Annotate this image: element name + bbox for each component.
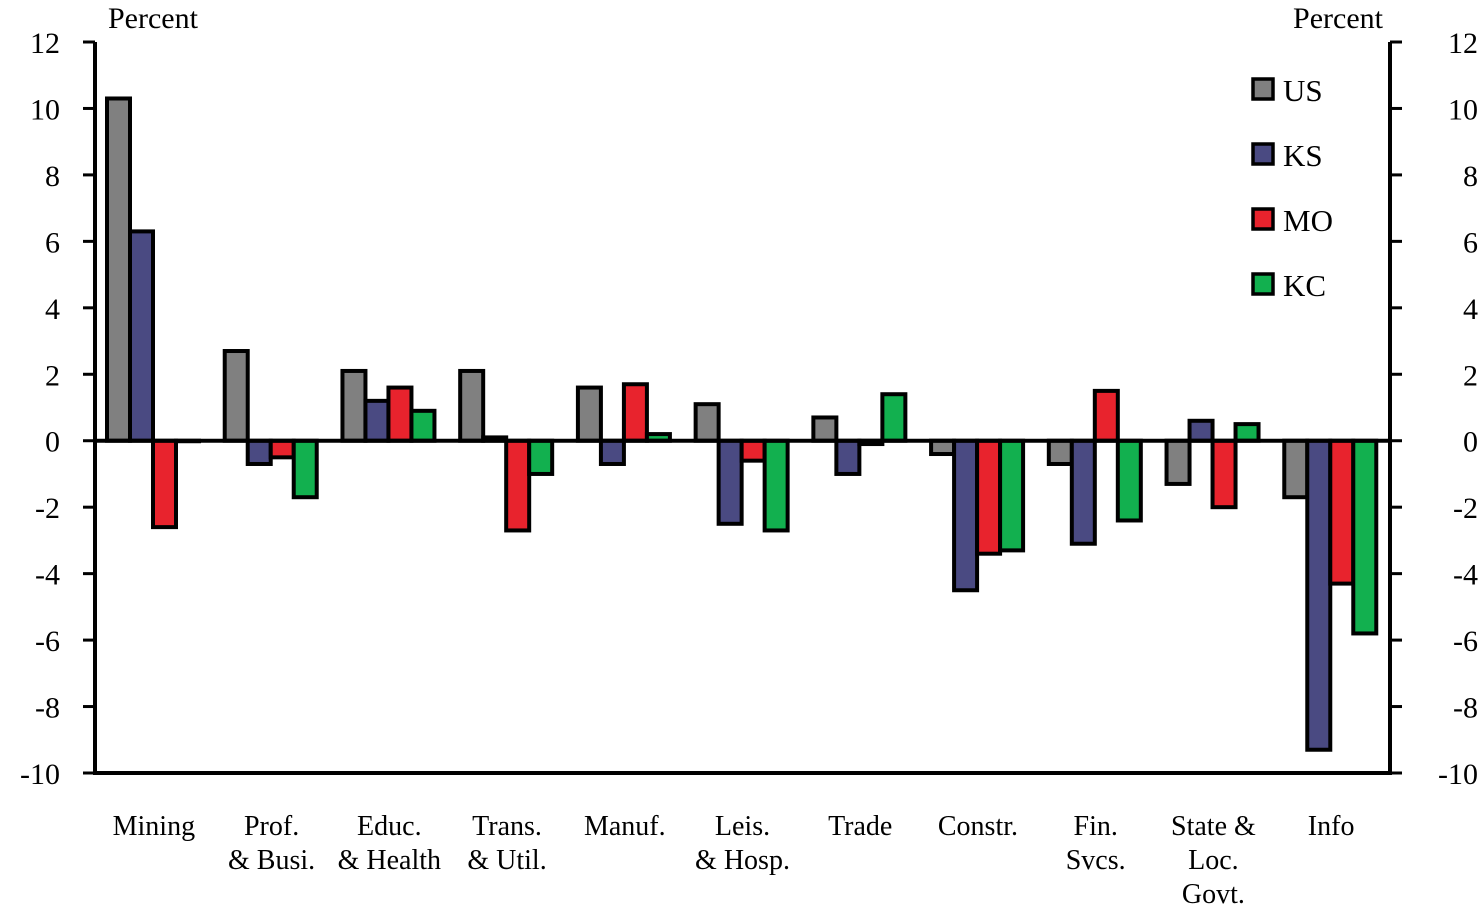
bar-ks-8 <box>1069 438 1097 546</box>
bars-layer <box>105 96 1379 752</box>
category-label: Trans. <box>472 811 542 842</box>
category-label: Leis. <box>715 811 770 842</box>
category-label: Info <box>1308 811 1355 842</box>
bar-kc-3 <box>527 438 555 476</box>
bar-ks-2 <box>363 398 391 443</box>
bar-us-4 <box>575 385 603 443</box>
bar-us-8 <box>1046 438 1074 466</box>
right-tick-label: 6 <box>1463 226 1478 259</box>
legend-label-kc: KC <box>1283 268 1326 303</box>
right-tick-label: 8 <box>1463 160 1478 193</box>
left-tick-label: -6 <box>35 625 60 658</box>
bar-ks-9 <box>1187 418 1215 443</box>
bar-mo-8 <box>1092 388 1120 443</box>
legend-swatch-mo <box>1251 207 1275 231</box>
legend-swatch-ks <box>1251 142 1275 166</box>
bar-us-2 <box>340 368 368 443</box>
bar-ks-7 <box>952 438 980 593</box>
left-axis-unit-label: Percent <box>108 2 199 35</box>
bar-kc-6 <box>880 392 908 443</box>
bar-ks-6 <box>834 438 862 476</box>
bar-mo-7 <box>975 438 1003 556</box>
legend-swatch-us <box>1251 77 1275 101</box>
left-tick-label: -8 <box>35 692 60 725</box>
bar-ks-10 <box>1305 438 1333 752</box>
left-tick-label: -4 <box>35 559 60 592</box>
right-tick-label: 10 <box>1448 93 1478 126</box>
left-tick-label: 4 <box>45 293 60 326</box>
bar-mo-3 <box>504 438 532 533</box>
left-tick-label: -2 <box>35 492 60 525</box>
bar-us-5 <box>693 402 721 443</box>
tick-labels-layer: 12 12 10 10 8 8 6 6 4 4 2 2 0 0 -2 -2 -4 -4 -6 -6 -8 -8 -10 -10 <box>20 27 1478 791</box>
category-label: Educ. <box>357 811 422 842</box>
axes-layer <box>83 40 1402 775</box>
bar-ks-5 <box>716 438 744 526</box>
right-tick-label: 0 <box>1463 426 1478 459</box>
left-tick-label: 0 <box>45 426 60 459</box>
legend: US KS MO KC <box>1251 73 1333 303</box>
category-label: Mining <box>113 811 195 842</box>
right-axis-unit-label: Percent <box>1293 2 1384 35</box>
left-tick-label: 2 <box>45 359 60 392</box>
category-label: & Util. <box>467 845 546 876</box>
right-tick-label: -10 <box>1438 758 1478 791</box>
category-label: & Hosp. <box>695 845 790 876</box>
right-tick-label: -4 <box>1453 559 1478 592</box>
legend-swatch-kc <box>1251 272 1275 296</box>
left-tick-label: 12 <box>30 27 60 60</box>
bar-mo-1 <box>268 438 296 460</box>
category-label: Svcs. <box>1066 845 1126 876</box>
category-label: & Busi. <box>228 845 315 876</box>
right-tick-label: 4 <box>1463 293 1478 326</box>
bar-kc-7 <box>998 438 1026 553</box>
right-tick-label: -8 <box>1453 692 1478 725</box>
right-tick-label: -2 <box>1453 492 1478 525</box>
category-labels-layer: Mining Prof.& Busi. Educ.& Health Trans.& U… <box>113 811 1355 909</box>
bar-us-3 <box>458 368 486 443</box>
category-label: & Health <box>338 845 441 876</box>
bar-us-0 <box>105 96 132 443</box>
left-tick-label: 8 <box>45 160 60 193</box>
category-label: Loc. <box>1188 845 1239 876</box>
bar-kc-10 <box>1351 438 1379 636</box>
category-label: State & <box>1171 811 1256 842</box>
bar-kc-2 <box>409 408 437 443</box>
left-tick-label: 6 <box>45 226 60 259</box>
bar-us-10 <box>1282 438 1310 500</box>
category-label: Prof. <box>244 811 299 842</box>
legend-label-mo: MO <box>1283 203 1333 238</box>
legend-label-us: US <box>1283 73 1323 108</box>
right-tick-label: 2 <box>1463 359 1478 392</box>
bar-mo-0 <box>151 438 178 530</box>
bar-mo-5 <box>739 438 767 463</box>
category-label: Trade <box>828 811 892 842</box>
left-tick-label: 10 <box>30 93 60 126</box>
bar-mo-2 <box>386 385 414 443</box>
bar-mo-4 <box>621 382 649 443</box>
bar-ks-1 <box>245 438 273 466</box>
bar-us-9 <box>1164 438 1192 486</box>
bar-kc-9 <box>1233 422 1261 443</box>
bar-us-6 <box>811 415 839 443</box>
bar-kc-1 <box>291 438 319 500</box>
right-tick-label: 12 <box>1448 27 1478 60</box>
legend-label-ks: KS <box>1283 138 1323 173</box>
left-tick-label: -10 <box>20 758 60 791</box>
bar-mo-9 <box>1210 438 1238 510</box>
bar-ks-0 <box>128 229 155 443</box>
bar-mo-10 <box>1328 438 1356 586</box>
category-label: Manuf. <box>584 811 666 842</box>
bar-ks-4 <box>598 438 626 466</box>
category-label: Fin. <box>1074 811 1118 842</box>
bar-kc-8 <box>1115 438 1143 523</box>
right-tick-label: -6 <box>1453 625 1478 658</box>
bar-us-1 <box>222 349 250 443</box>
bar-kc-5 <box>762 438 790 533</box>
category-label: Constr. <box>938 811 1018 842</box>
category-label: Govt. <box>1182 879 1245 909</box>
